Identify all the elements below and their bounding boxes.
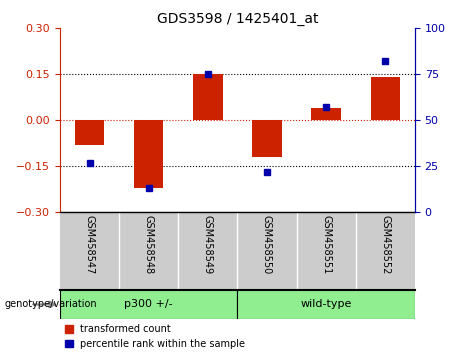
Text: GSM458549: GSM458549 [203,215,213,274]
Bar [237,290,415,319]
Text: p300 +/-: p300 +/- [124,299,173,309]
Bar [371,78,400,120]
Bar [134,120,164,188]
Text: genotype/variation: genotype/variation [5,299,97,309]
Text: GSM458550: GSM458550 [262,215,272,274]
Text: GSM458547: GSM458547 [84,215,95,274]
Text: wild-type: wild-type [301,299,352,309]
Text: GSM458551: GSM458551 [321,215,331,274]
Bar [75,120,104,145]
Bar [193,74,223,120]
Title: GDS3598 / 1425401_at: GDS3598 / 1425401_at [157,12,318,26]
Bar [252,120,282,157]
Legend: transformed count, percentile rank within the sample: transformed count, percentile rank withi… [65,324,245,349]
Text: GSM458552: GSM458552 [380,215,390,274]
Bar [60,290,237,319]
Bar [311,108,341,120]
Text: GSM458548: GSM458548 [144,215,154,274]
